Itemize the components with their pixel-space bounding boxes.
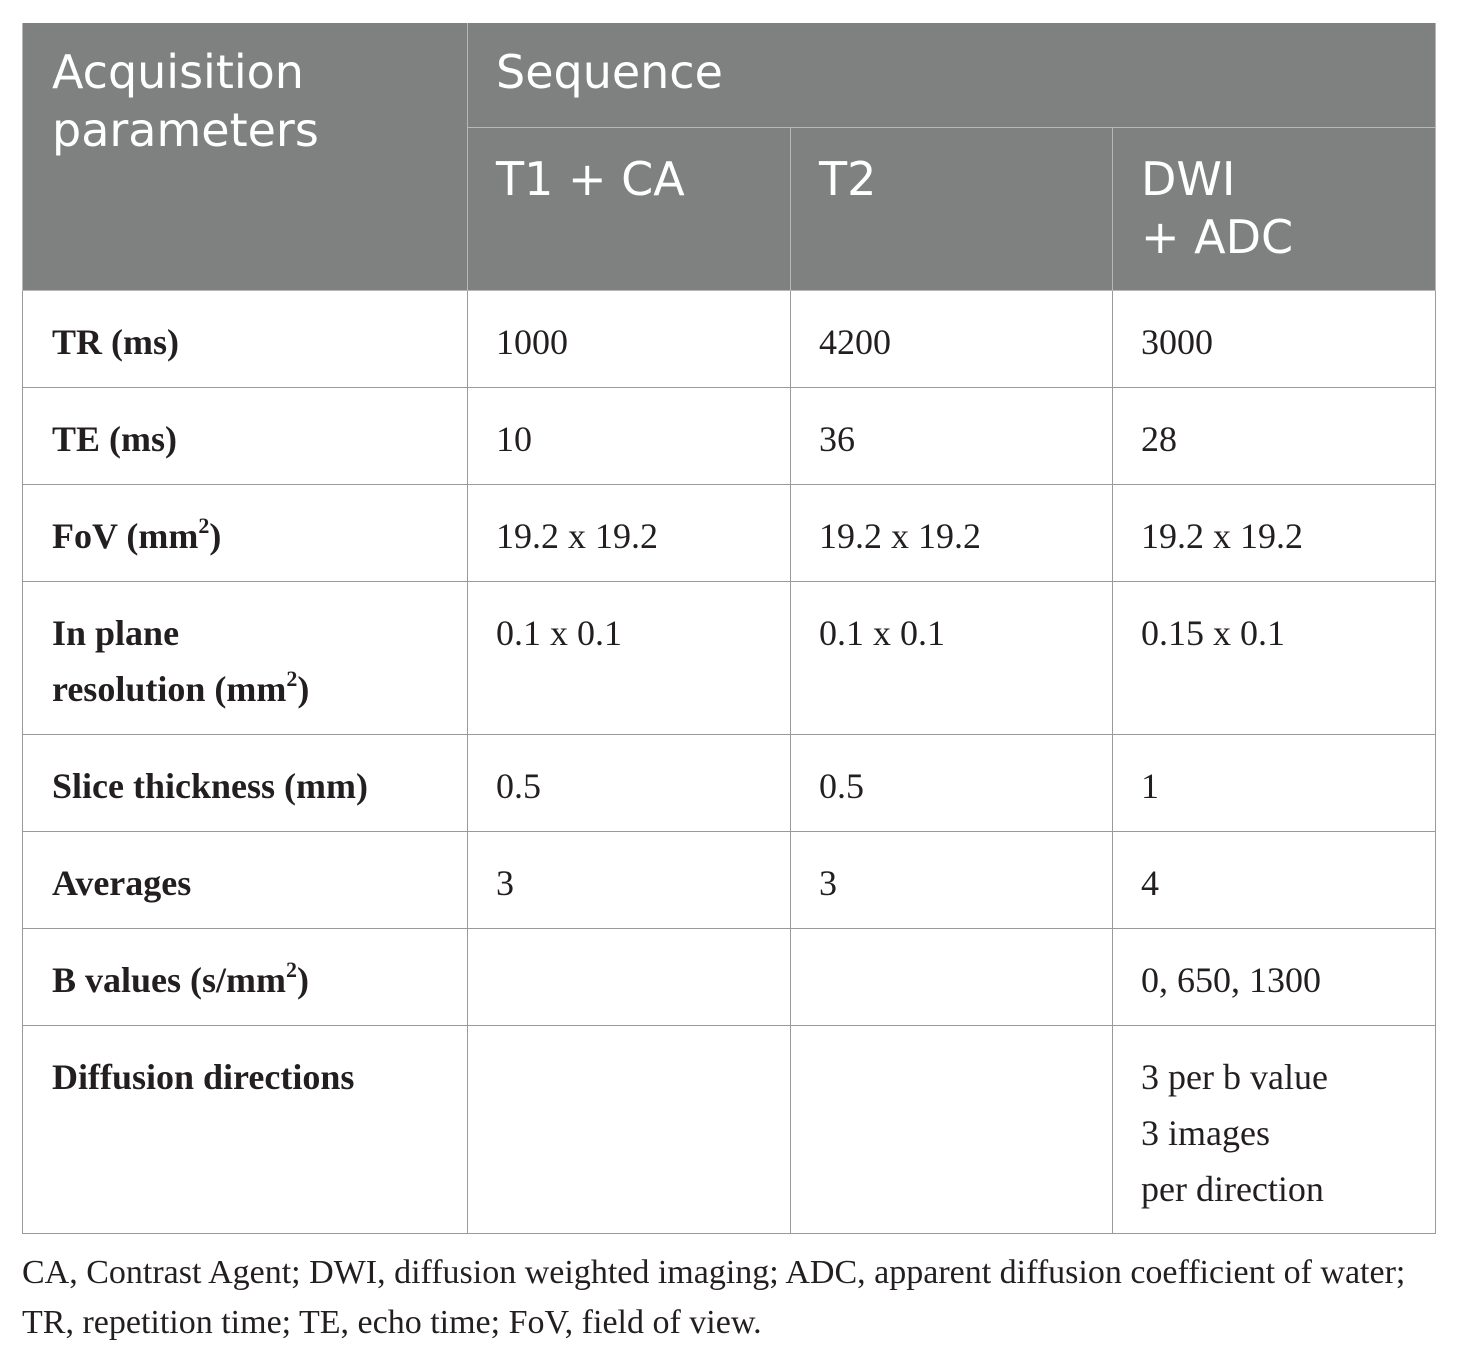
cell-t1-ca: 19.2 x 19.2 (467, 483, 791, 582)
table-row: TR (ms) 1000 4200 3000 (22, 289, 1436, 388)
cell-t2: 36 (790, 386, 1113, 485)
header-row-1: Acquisition parameters Sequence (22, 23, 1436, 291)
header-col-t2: T2 (790, 127, 1113, 291)
row-label-superscript: 2 (198, 512, 210, 538)
cell-t2: 0.5 (790, 733, 1113, 832)
table-row: Averages 3 3 4 (22, 830, 1436, 929)
cell-t1-ca: 10 (467, 386, 791, 485)
header-col-dwi-adc: DWI + ADC (1112, 127, 1436, 291)
cell-t1-ca: 0.1 x 0.1 (467, 580, 791, 735)
row-label-text: Slice thickness (mm) (52, 765, 368, 806)
header-acquisition-parameters: Acquisition parameters (22, 23, 468, 291)
row-label-slice-thickness: Slice thickness (mm) (22, 733, 468, 832)
row-label-diffusion-directions: Diffusion directions (22, 1024, 468, 1234)
row-label-suffix: ) (209, 515, 222, 556)
table-footnote: CA, Contrast Agent; DWI, diffusion weigh… (22, 1254, 1406, 1341)
cell-dwi-adc: 3 per b value 3 images per direction (1112, 1024, 1436, 1234)
cell-dwi-adc: 0.15 x 0.1 (1112, 580, 1436, 735)
cell-t1-ca: 0.5 (467, 733, 791, 832)
table-row: FoV (mm2) 19.2 x 19.2 19.2 x 19.2 19.2 x… (22, 483, 1436, 582)
table-row: In plane resolution (mm2) 0.1 x 0.1 0.1 … (22, 580, 1436, 735)
cell-t1-ca (467, 1024, 791, 1234)
cell-t1-ca (467, 927, 791, 1026)
cell-dwi-adc: 0, 650, 1300 (1112, 927, 1436, 1026)
row-label-text: TR (ms) (52, 321, 179, 362)
cell-t2 (790, 927, 1113, 1026)
cell-t2: 0.1 x 0.1 (790, 580, 1113, 735)
row-label-text: Averages (52, 862, 192, 903)
row-label-tr: TR (ms) (22, 289, 468, 388)
parameters-table-container: Acquisition parameters Sequence T1 + CA … (22, 23, 1436, 1234)
table-row: B values (s/mm2) 0, 650, 1300 (22, 927, 1436, 1026)
cell-dwi-adc: 1 (1112, 733, 1436, 832)
row-label-te: TE (ms) (22, 386, 468, 485)
table-row: Diffusion directions 3 per b value 3 ima… (22, 1024, 1436, 1234)
row-label-averages: Averages (22, 830, 468, 929)
header-sequence: Sequence (467, 23, 1436, 128)
row-label-text: TE (ms) (52, 418, 177, 459)
cell-t2 (790, 1024, 1113, 1234)
row-label-text: In plane resolution (mm (52, 612, 287, 709)
cell-t2: 19.2 x 19.2 (790, 483, 1113, 582)
row-label-text: FoV (mm (52, 515, 199, 556)
cell-t1-ca: 1000 (467, 289, 791, 388)
row-label-text: Diffusion directions (52, 1056, 355, 1097)
row-label-suffix: ) (297, 668, 310, 709)
row-label-in-plane-resolution: In plane resolution (mm2) (22, 580, 468, 735)
cell-t1-ca: 3 (467, 830, 791, 929)
table-body: TR (ms) 1000 4200 3000 TE (ms) 10 36 28 … (22, 289, 1436, 1234)
acquisition-parameters-table: Acquisition parameters Sequence T1 + CA … (22, 23, 1436, 1234)
row-label-superscript: 2 (286, 665, 298, 691)
header-row-2: T1 + CA T2 DWI + ADC (23, 127, 1436, 291)
row-label-suffix: ) (297, 959, 309, 1000)
cell-t2: 3 (790, 830, 1113, 929)
table-header: Acquisition parameters Sequence T1 + CA … (22, 23, 1436, 291)
cell-dwi-adc: 3000 (1112, 289, 1436, 388)
cell-dwi-adc: 19.2 x 19.2 (1112, 483, 1436, 582)
row-label-fov: FoV (mm2) (22, 483, 468, 582)
row-label-b-values: B values (s/mm2) (22, 927, 468, 1026)
row-label-text: B values (s/mm (52, 959, 286, 1000)
table-row: TE (ms) 10 36 28 (22, 386, 1436, 485)
cell-dwi-adc: 4 (1112, 830, 1436, 929)
header-col-t1-ca: T1 + CA (467, 127, 791, 291)
table-row: Slice thickness (mm) 0.5 0.5 1 (22, 733, 1436, 832)
row-label-superscript: 2 (286, 956, 297, 982)
cell-t2: 4200 (790, 289, 1113, 388)
cell-dwi-adc: 28 (1112, 386, 1436, 485)
